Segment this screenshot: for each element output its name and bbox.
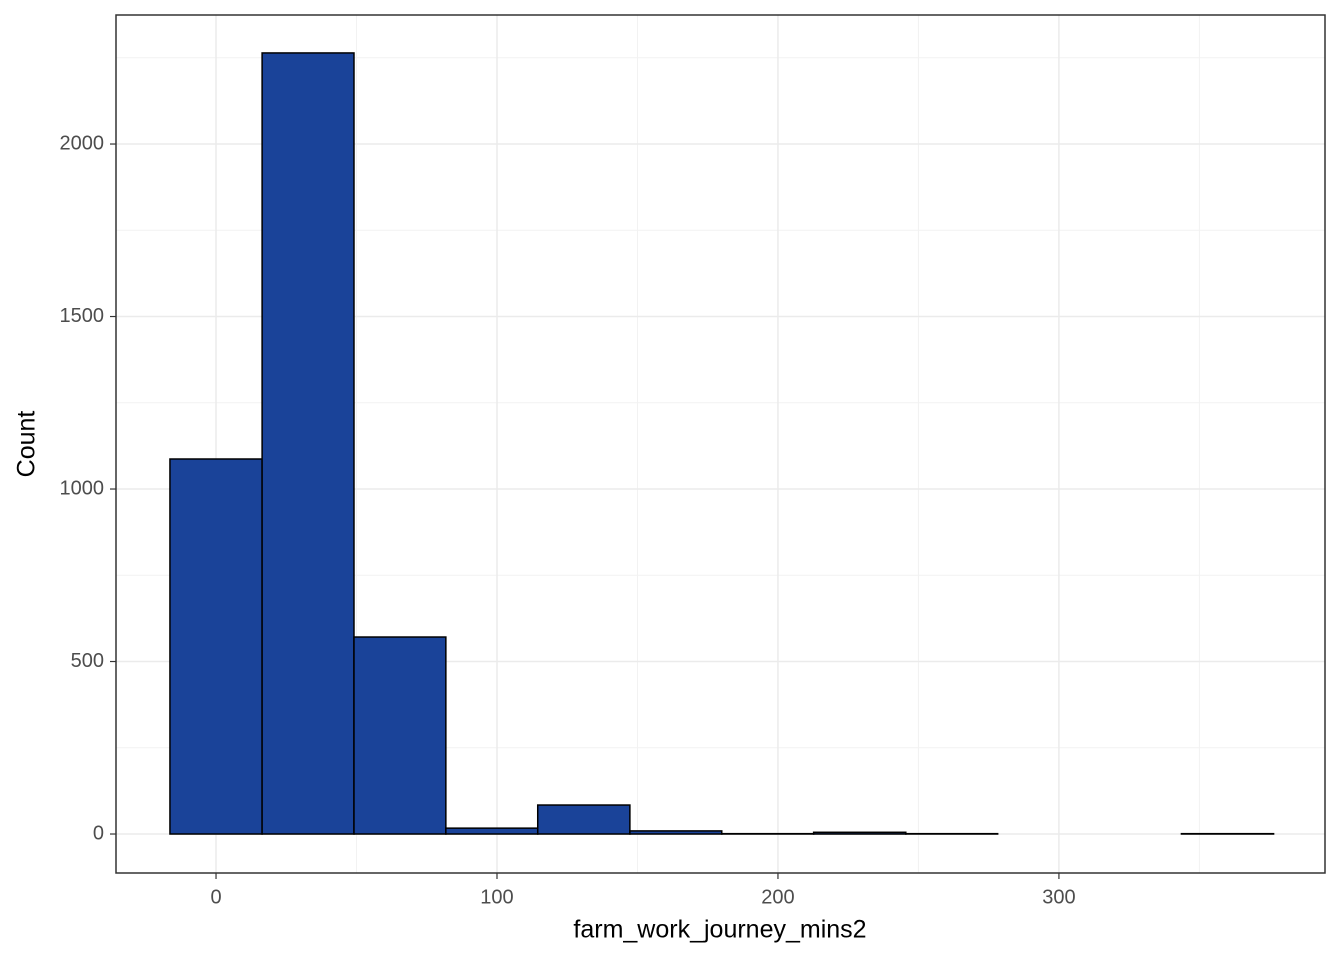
x-tick-label: 200 [761, 886, 794, 908]
x-tick-label: 0 [210, 886, 221, 908]
y-tick-label: 1000 [60, 477, 105, 499]
x-axis-title: farm_work_journey_mins2 [573, 916, 866, 944]
bar [812, 831, 907, 835]
panel-border [115, 14, 1326, 874]
y-axis-title: Count [13, 411, 41, 478]
bar [536, 804, 631, 835]
bar [261, 52, 355, 835]
bar [445, 827, 539, 835]
bar [353, 636, 447, 835]
y-tick-label: 2000 [60, 132, 105, 154]
y-tick-label: 0 [93, 822, 104, 844]
y-tick-label: 500 [71, 650, 104, 672]
bar [169, 458, 263, 835]
y-tick-label: 1500 [60, 305, 105, 327]
x-tick-label: 300 [1042, 886, 1075, 908]
bar [629, 830, 723, 835]
x-tick-label: 100 [480, 886, 513, 908]
